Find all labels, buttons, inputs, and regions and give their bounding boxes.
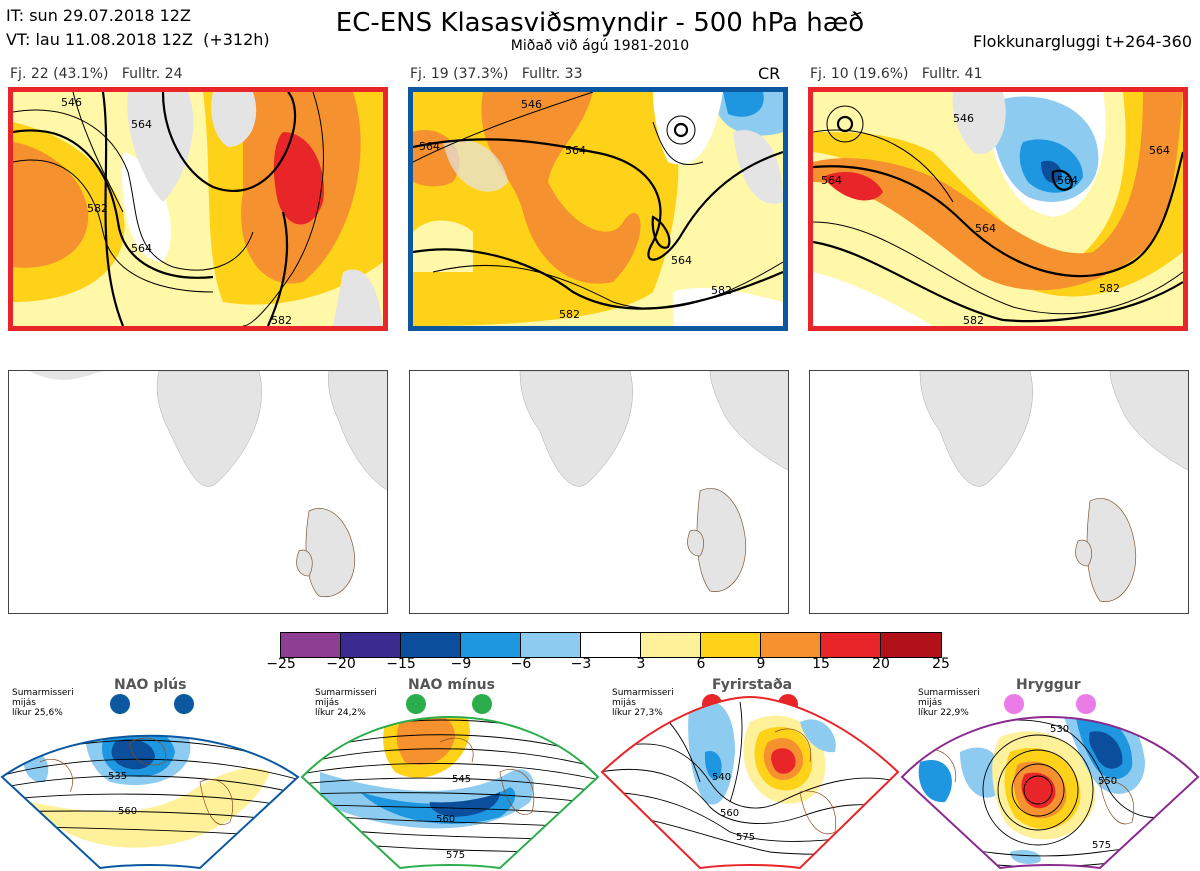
regime-2-name: NAO mínus <box>408 677 495 693</box>
colorbar-swatch <box>641 633 701 657</box>
cluster-1-contour-5: 582 <box>271 314 292 326</box>
regime-4-contour-1: 530 <box>1050 724 1069 735</box>
cluster-2-contour-1: 546 <box>521 98 542 111</box>
colorbar-swatch <box>701 633 761 657</box>
colorbar-tick-label: 20 <box>872 656 890 672</box>
colorbar-swatch <box>581 633 641 657</box>
cluster-1-anomaly-map: 546 564 582 564 582 <box>13 92 383 326</box>
regime-4-contour-2: 550 <box>1098 776 1117 787</box>
colorbar-tick-label: −25 <box>266 656 296 672</box>
regime-3-contour-3: 575 <box>736 832 755 843</box>
init-time: IT: sun 29.07.2018 12Z <box>6 6 191 25</box>
cluster-1-contour-2: 564 <box>131 118 152 131</box>
colorbar-tick-label: −3 <box>570 656 592 672</box>
cluster-1-contour-1: 546 <box>61 96 82 109</box>
colorbar-tick-label: −15 <box>386 656 416 672</box>
regime-1-dot-right <box>174 694 194 714</box>
colorbar-tick-label: 15 <box>812 656 830 672</box>
regime-2-contour-1: 545 <box>452 774 471 785</box>
cluster-3-map: 546 564 564 564 582 582 564 <box>808 87 1188 331</box>
cluster-2-label: Fj. 19 (37.3%) Fulltr. 33 <box>410 66 583 82</box>
regime-4-name: Hryggur <box>1016 677 1081 693</box>
classification-window: Flokkunargluggi t+264-360 <box>973 32 1192 51</box>
valid-time: VT: lau 11.08.2018 12Z (+312h) <box>6 30 270 49</box>
colorbar-tick-label: 3 <box>636 656 646 672</box>
regime-4-map: 530 550 575 <box>900 716 1200 870</box>
cluster-2-tag: CR <box>758 64 781 83</box>
cluster-3-contour-2: 564 <box>821 174 842 187</box>
colorbar-swatch <box>821 633 881 657</box>
cluster-3-anomaly-map: 546 564 564 564 582 582 564 <box>813 92 1183 326</box>
cluster-1-contour-4: 564 <box>131 242 152 255</box>
anomaly-colorbar <box>280 632 942 658</box>
regime-3-info: Sumarmisseri mijás líkur 27,3% <box>612 688 674 718</box>
colorbar-swatch <box>401 633 461 657</box>
colorbar-swatch <box>761 633 821 657</box>
colorbar-tick-label: 25 <box>932 656 950 672</box>
regime-2-map: 545 560 575 <box>300 716 600 870</box>
cluster-2-contour-2: 564 <box>565 144 586 157</box>
regime-2-dot-left <box>406 694 426 714</box>
colorbar-swatch <box>881 633 941 657</box>
page-subtitle: Miðað við ágú 1981-2010 <box>510 38 690 54</box>
colorbar-swatch <box>281 633 341 657</box>
regime-1-dot-left <box>110 694 130 714</box>
colorbar-tick-label: −6 <box>510 656 532 672</box>
cluster-2-anomaly-map: 546 564 564 564 582 582 <box>413 92 783 326</box>
regime-3-contour-2: 560 <box>720 808 739 819</box>
regime-1-map: 535 560 <box>0 734 300 870</box>
colorbar-swatch <box>341 633 401 657</box>
regime-3-contour-1: 540 <box>712 772 731 783</box>
colorbar-tick-label: −9 <box>450 656 472 672</box>
regime-3-map: 540 560 575 <box>600 695 900 870</box>
regime-4-dot-left <box>1004 694 1024 714</box>
empty-map-1 <box>8 370 388 614</box>
cluster-1-label: Fj. 22 (43.1%) Fulltr. 24 <box>10 66 183 82</box>
regime-2-dot-right <box>472 694 492 714</box>
cluster-3-contour-7: 564 <box>1057 174 1078 187</box>
cluster-2-contour-3: 564 <box>419 140 440 153</box>
regime-2-contour-3: 575 <box>446 850 465 861</box>
cluster-3-contour-6: 582 <box>963 314 984 326</box>
colorbar-swatch <box>461 633 521 657</box>
regime-3-name: Fyrirstaða <box>712 677 793 693</box>
empty-map-3-coastline <box>919 371 1188 602</box>
regime-1-name: NAO plús <box>114 677 187 693</box>
cluster-2-contour-4: 564 <box>671 254 692 267</box>
cluster-1-map: 546 564 582 564 582 <box>8 87 388 331</box>
empty-map-1-coastline <box>29 371 387 598</box>
regime-4-contour-3: 575 <box>1092 840 1111 851</box>
regime-2-info: Sumarmisseri mijás líkur 24,2% <box>315 688 377 718</box>
cluster-2-contour-5: 582 <box>711 284 732 297</box>
cluster-3-contour-3: 564 <box>975 222 996 235</box>
colorbar-tick-label: 6 <box>696 656 706 672</box>
regime-1-info: Sumarmisseri mijás líkur 25,6% <box>12 688 74 718</box>
colorbar-tick-label: 9 <box>756 656 766 672</box>
empty-map-2-coastline <box>519 371 788 592</box>
regime-4-dot-right <box>1076 694 1096 714</box>
regime-2-contour-2: 560 <box>436 814 455 825</box>
colorbar-swatch <box>521 633 581 657</box>
cluster-3-contour-5: 582 <box>1099 282 1120 295</box>
empty-map-3 <box>809 370 1189 614</box>
regime-1-contour-1: 535 <box>108 771 127 782</box>
cluster-3-contour-4: 564 <box>1149 144 1170 157</box>
colorbar-tick-label: −20 <box>326 656 356 672</box>
cluster-3-label: Fj. 10 (19.6%) Fulltr. 41 <box>810 66 983 82</box>
cluster-2-map: 546 564 564 564 582 582 <box>408 87 788 331</box>
regime-4-info: Sumarmisseri mijás líkur 22,9% <box>918 688 980 718</box>
cluster-2-contour-6: 582 <box>559 308 580 321</box>
empty-map-2 <box>409 370 789 614</box>
regime-1-contour-2: 560 <box>118 806 137 817</box>
page-title: EC-ENS Klasasviðsmyndir - 500 hPa hæð <box>335 8 865 38</box>
cluster-1-contour-3: 582 <box>87 202 108 215</box>
cluster-3-contour-1: 546 <box>953 112 974 125</box>
